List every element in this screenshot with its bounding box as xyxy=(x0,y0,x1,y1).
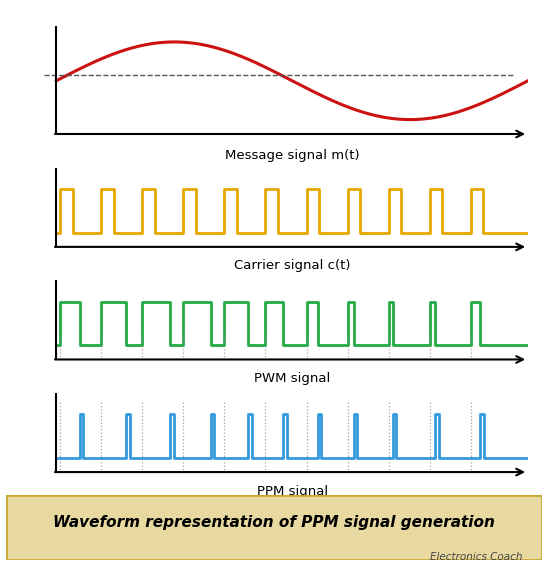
Text: Electronics Coach: Electronics Coach xyxy=(430,552,522,562)
Text: Waveform representation of PPM signal generation: Waveform representation of PPM signal ge… xyxy=(53,515,494,530)
Text: PWM signal: PWM signal xyxy=(254,372,331,385)
Text: PPM signal: PPM signal xyxy=(257,485,328,498)
Text: Message signal m(t): Message signal m(t) xyxy=(225,149,360,162)
FancyBboxPatch shape xyxy=(6,495,542,560)
Text: Carrier signal c(t): Carrier signal c(t) xyxy=(234,260,350,272)
